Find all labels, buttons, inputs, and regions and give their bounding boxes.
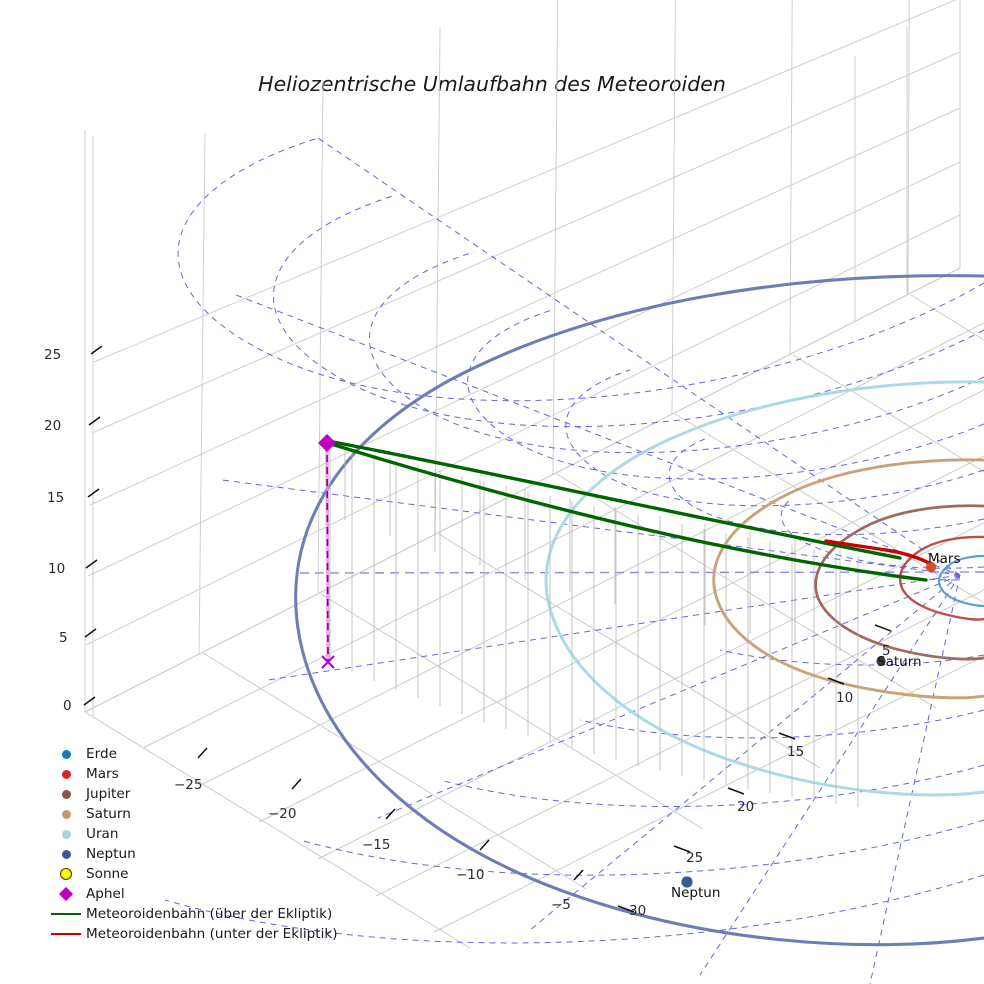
sonne-marker-icon (46, 868, 86, 880)
legend-label-aphel: Aphel (86, 886, 125, 902)
legend-item-uran[interactable]: Uran (46, 824, 336, 844)
neptun-marker-icon (46, 849, 86, 859)
legend: Erde Mars Jupiter Saturn Uran (46, 744, 338, 944)
legend-item-jupiter[interactable]: Jupiter (46, 784, 336, 804)
legend-label-saturn: Saturn (86, 806, 131, 822)
legend-label-jupiter: Jupiter (86, 786, 131, 802)
aphel-drop-line (325, 442, 330, 663)
label-mars: Mars (928, 551, 961, 567)
legend-item-erde[interactable]: Erde (46, 744, 336, 764)
orbit-above-line-icon (46, 913, 86, 915)
pane-wireframe-right (854, 0, 961, 322)
meteoroid-orbit-above-ecliptic (326, 439, 928, 582)
saturn-marker-icon (46, 809, 86, 819)
page-title: Heliozentrische Umlaufbahn des Meteoroid… (258, 72, 726, 96)
legend-item-aphel[interactable]: Aphel (46, 884, 336, 904)
label-saturn: Saturn (877, 654, 922, 670)
orbit-uran (544, 380, 984, 797)
aphel-marker-icon (46, 886, 86, 902)
label-neptun: Neptun (671, 885, 721, 901)
jupiter-marker-icon (46, 789, 86, 799)
legend-label-orbit-above: Meteoroidenbahn (über der Ekliptik) (86, 906, 333, 922)
legend-label-sonne: Sonne (86, 866, 129, 882)
aphel-base-x-marker (321, 655, 335, 669)
mars-marker-icon (46, 769, 86, 779)
marker-neptun (681, 876, 693, 888)
orbit-erde (937, 554, 984, 608)
orbit-neptun (294, 274, 984, 947)
erde-marker-icon (46, 749, 86, 759)
legend-item-sonne[interactable]: Sonne (46, 864, 336, 884)
legend-item-mars[interactable]: Mars (46, 764, 336, 784)
pane-wireframe (84, 0, 961, 716)
orbit-saturn (712, 458, 984, 700)
legend-label-mars: Mars (86, 766, 119, 782)
legend-item-saturn[interactable]: Saturn (46, 804, 336, 824)
aphel-marker (318, 434, 336, 452)
axis-ticks (83, 345, 892, 913)
orbit-below-line-icon (46, 933, 86, 935)
legend-label-neptun: Neptun (86, 846, 136, 862)
legend-item-orbit-below[interactable]: Meteoroidenbahn (unter der Ekliptik) (46, 924, 338, 944)
legend-item-orbit-above[interactable]: Meteoroidenbahn (über der Ekliptik) (46, 904, 336, 924)
legend-item-neptun[interactable]: Neptun (46, 844, 336, 864)
marker-saturn (876, 656, 886, 666)
legend-label-orbit-below: Meteoroidenbahn (unter der Ekliptik) (86, 926, 338, 942)
marker-mars (925, 561, 937, 573)
orbit-mars (898, 535, 984, 621)
legend-label-erde: Erde (86, 746, 117, 762)
orbit-jupiter (814, 504, 984, 661)
uran-marker-icon (46, 829, 86, 839)
legend-label-uran: Uran (86, 826, 119, 842)
